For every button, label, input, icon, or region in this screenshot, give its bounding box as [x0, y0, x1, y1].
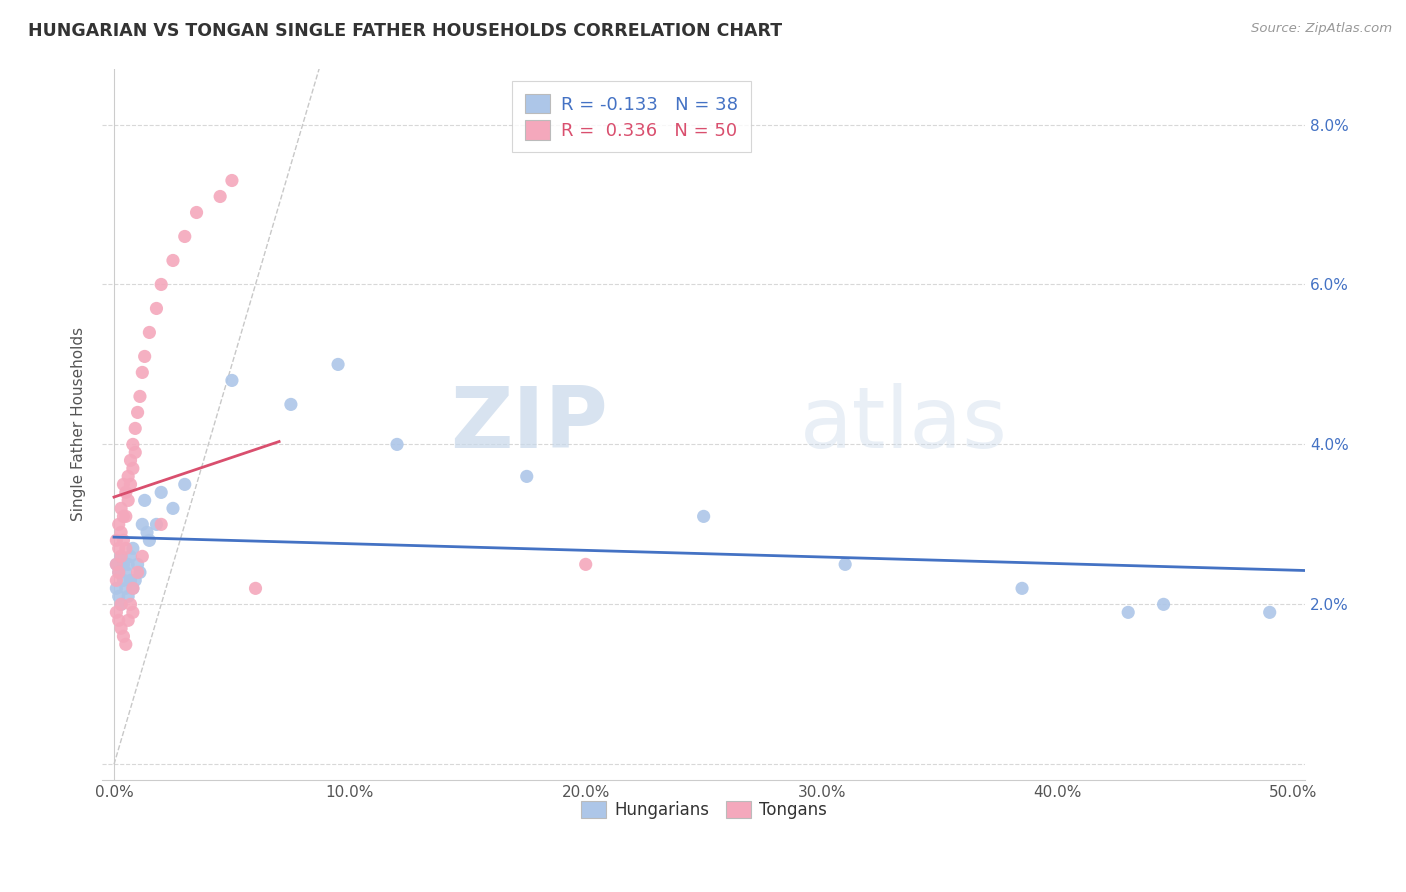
Point [129, 389, 152, 403]
Point [131, 517, 153, 532]
Point [107, 566, 129, 580]
Point [105, 558, 128, 572]
Point [122, 541, 145, 556]
Point [105, 574, 128, 588]
Point [114, 485, 136, 500]
Point [131, 549, 153, 564]
Legend: Hungarians, Tongans: Hungarians, Tongans [574, 794, 834, 825]
Point [110, 525, 132, 540]
Point [834, 558, 856, 572]
Point [162, 253, 184, 268]
Point [112, 574, 135, 588]
Point [107, 566, 129, 580]
Point [124, 445, 146, 459]
Point [134, 350, 156, 364]
Point [112, 629, 135, 643]
Point [105, 582, 128, 596]
Point [575, 558, 598, 572]
Point [162, 501, 184, 516]
Point [120, 477, 142, 491]
Point [127, 405, 149, 419]
Point [112, 477, 135, 491]
Point [131, 366, 153, 380]
Point [112, 509, 135, 524]
Point [120, 598, 142, 612]
Point [124, 574, 146, 588]
Point [120, 549, 142, 564]
Point [221, 373, 243, 387]
Point [129, 566, 152, 580]
Point [117, 469, 139, 483]
Point [221, 173, 243, 187]
Point [127, 558, 149, 572]
Point [105, 533, 128, 548]
Point [117, 493, 139, 508]
Point [107, 613, 129, 627]
Point [117, 590, 139, 604]
Point [1011, 582, 1033, 596]
Point [117, 558, 139, 572]
Point [122, 605, 145, 619]
Point [150, 277, 173, 292]
Point [138, 326, 160, 340]
Point [112, 558, 135, 572]
Point [138, 533, 160, 548]
Point [150, 517, 173, 532]
Point [516, 469, 538, 483]
Point [120, 574, 142, 588]
Text: ZIP: ZIP [450, 383, 607, 466]
Point [173, 477, 195, 491]
Point [145, 517, 167, 532]
Point [134, 493, 156, 508]
Text: atlas: atlas [800, 383, 1008, 466]
Point [117, 613, 139, 627]
Point [1258, 605, 1281, 619]
Point [385, 437, 408, 451]
Point [120, 453, 142, 467]
Point [110, 549, 132, 564]
Text: HUNGARIAN VS TONGAN SINGLE FATHER HOUSEHOLDS CORRELATION CHART: HUNGARIAN VS TONGAN SINGLE FATHER HOUSEH… [28, 22, 782, 40]
Point [107, 517, 129, 532]
Point [136, 525, 159, 540]
Point [110, 549, 132, 564]
Point [107, 541, 129, 556]
Point [280, 397, 302, 411]
Point [122, 437, 145, 451]
Y-axis label: Single Father Households: Single Father Households [72, 327, 86, 522]
Point [209, 189, 232, 203]
Point [326, 358, 349, 372]
Point [145, 301, 167, 316]
Point [114, 566, 136, 580]
Point [245, 582, 267, 596]
Point [186, 205, 208, 219]
Point [127, 566, 149, 580]
Point [110, 598, 132, 612]
Point [107, 590, 129, 604]
Point [1116, 605, 1139, 619]
Point [110, 621, 132, 635]
Point [105, 605, 128, 619]
Point [114, 541, 136, 556]
Point [112, 533, 135, 548]
Point [114, 637, 136, 651]
Point [122, 582, 145, 596]
Point [110, 501, 132, 516]
Point [124, 421, 146, 435]
Point [110, 598, 132, 612]
Point [122, 582, 145, 596]
Point [150, 485, 173, 500]
Point [114, 582, 136, 596]
Text: Source: ZipAtlas.com: Source: ZipAtlas.com [1251, 22, 1392, 36]
Point [1153, 598, 1175, 612]
Point [692, 509, 714, 524]
Point [173, 229, 195, 244]
Point [105, 558, 128, 572]
Point [122, 461, 145, 475]
Point [114, 509, 136, 524]
